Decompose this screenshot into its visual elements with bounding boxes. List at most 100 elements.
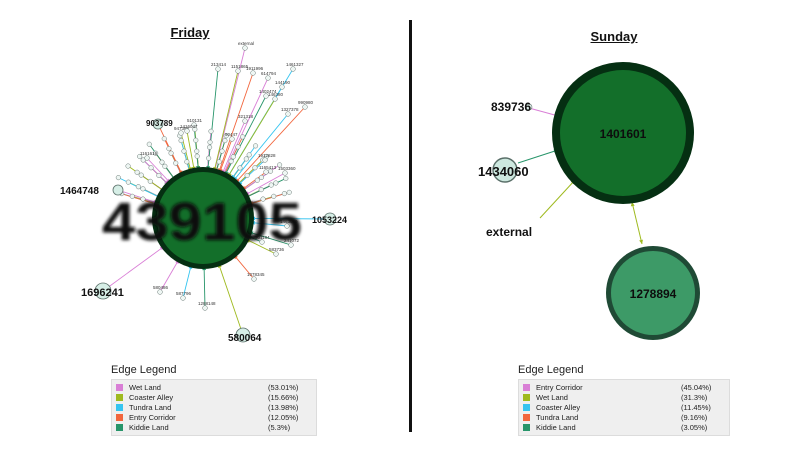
- friday-edge: [203, 265, 206, 309]
- friday-cluster-node: [258, 174, 265, 180]
- friday-small-node: [229, 136, 235, 142]
- friday-small-node-label: 1416047: [180, 124, 198, 129]
- friday-small-node: [302, 104, 308, 110]
- friday-legend-swatch: [116, 403, 123, 411]
- friday-cluster-node: [146, 141, 152, 147]
- friday-edge: [213, 70, 239, 172]
- friday-cluster-node: [246, 152, 252, 158]
- friday-small-node: [178, 130, 184, 136]
- friday-small-node-label: 510131: [187, 118, 203, 123]
- sunday-legend-label: Coaster Alley: [536, 402, 581, 412]
- friday-small-node-label: 146380: [268, 92, 284, 97]
- friday-cluster-node: [140, 186, 146, 192]
- friday-major-node: [112, 184, 124, 196]
- friday-legend-item: Coaster Alley (15.66%): [116, 392, 312, 402]
- friday-cluster-node: [244, 172, 250, 179]
- friday-small-node: [242, 45, 248, 51]
- friday-cluster-node: [207, 139, 213, 145]
- sunday-legend-swatch: [523, 383, 530, 391]
- friday-small-node: [215, 66, 221, 72]
- friday-legend-swatch: [116, 424, 123, 432]
- sunday-main-label: 1401601: [600, 127, 647, 141]
- friday-cluster-node: [178, 138, 184, 144]
- friday-cluster-node: [277, 162, 283, 168]
- friday-edge: [102, 245, 165, 292]
- friday-major-node: [152, 118, 164, 130]
- friday-hub-label: 439105: [102, 192, 302, 252]
- friday-major-node: [323, 212, 337, 226]
- friday-edge: [186, 130, 195, 171]
- friday-cluster-node: [222, 138, 228, 144]
- friday-cluster-node: [147, 178, 153, 184]
- friday-edge: [222, 77, 269, 175]
- friday-edge: [117, 189, 158, 204]
- friday-title: Friday: [170, 25, 210, 40]
- friday-small-node: [157, 289, 163, 295]
- friday-cluster-node: [271, 193, 277, 199]
- friday-cluster-node: [243, 156, 249, 162]
- friday-small-node-label: 583736: [269, 247, 285, 252]
- friday-small-node-label: 90447: [225, 132, 238, 137]
- friday-cluster-node: [253, 143, 259, 149]
- friday-edge: [193, 124, 199, 171]
- friday-small-node-label: 580486: [153, 285, 169, 290]
- friday-cluster-node: [137, 153, 143, 160]
- friday-edge: [244, 172, 286, 196]
- sunday-legend-item: Tundra Land (9.16%): [523, 413, 725, 423]
- friday-cluster-node: [207, 144, 213, 150]
- friday-edge: [206, 131, 212, 171]
- friday-legend-label: Tundra Land: [129, 402, 172, 412]
- friday-major-node-label: 1053224: [312, 215, 347, 225]
- sunday-legend-pct: (9.16%): [681, 413, 708, 423]
- sunday-legend-swatch: [523, 414, 530, 422]
- friday-cluster-node: [194, 153, 200, 159]
- friday-legend-title: Edge Legend: [111, 364, 177, 376]
- friday-cluster-node: [184, 159, 190, 165]
- friday-cluster-node: [208, 128, 214, 134]
- friday-cluster-node: [153, 150, 159, 156]
- friday-cluster-node: [148, 165, 154, 171]
- friday-small-node: [282, 170, 288, 176]
- friday-cluster-node: [173, 160, 179, 166]
- friday-cluster-node: [260, 196, 266, 202]
- sunday-legend-pct: (31.3%): [681, 392, 708, 402]
- friday-small-node-label: 321318: [238, 114, 254, 119]
- friday-edge: [230, 145, 256, 180]
- friday-small-node-label: external: [238, 41, 254, 46]
- friday-small-node-label: 1463089: [280, 219, 298, 224]
- friday-small-node: [263, 93, 269, 99]
- friday-small-node-label: 1461327: [286, 62, 304, 67]
- friday-cluster-node: [252, 165, 258, 171]
- friday-cluster-node: [168, 150, 174, 156]
- sunday-main-node: [560, 70, 686, 196]
- friday-cluster-node: [223, 133, 229, 139]
- sunday-legend-swatch: [523, 403, 530, 411]
- friday-cluster-node: [216, 159, 222, 165]
- friday-small-node-label: 1161616: [140, 151, 158, 156]
- friday-cluster-node: [125, 179, 131, 185]
- friday-legend-label: Wet Land: [129, 382, 161, 392]
- friday-legend-swatch: [116, 383, 123, 391]
- sunday-node-label: 839736: [491, 100, 531, 114]
- friday-edge: [233, 254, 255, 280]
- friday-small-node-label: 301184: [255, 235, 270, 240]
- sunday-node-1434060: [492, 157, 518, 183]
- friday-major-node: [235, 327, 251, 343]
- friday-cluster-node: [254, 177, 260, 183]
- friday-small-node: [288, 242, 294, 248]
- friday-edge: [250, 222, 288, 227]
- friday-legend-pct: (12.05%): [268, 413, 299, 423]
- friday-cluster-node: [228, 158, 234, 164]
- sunday-legend-swatch: [523, 424, 530, 432]
- sunday-legend-swatch: [523, 393, 530, 401]
- friday-legend-swatch: [116, 393, 123, 401]
- panel-divider: [409, 20, 412, 432]
- friday-cluster-node: [283, 175, 289, 181]
- friday-cluster-node: [135, 184, 141, 190]
- friday-cluster-node: [281, 191, 287, 197]
- friday-small-node: [290, 66, 296, 72]
- friday-edge: [227, 98, 276, 178]
- friday-cluster-node: [166, 146, 172, 152]
- friday-legend-label: Entry Corridor: [129, 413, 176, 423]
